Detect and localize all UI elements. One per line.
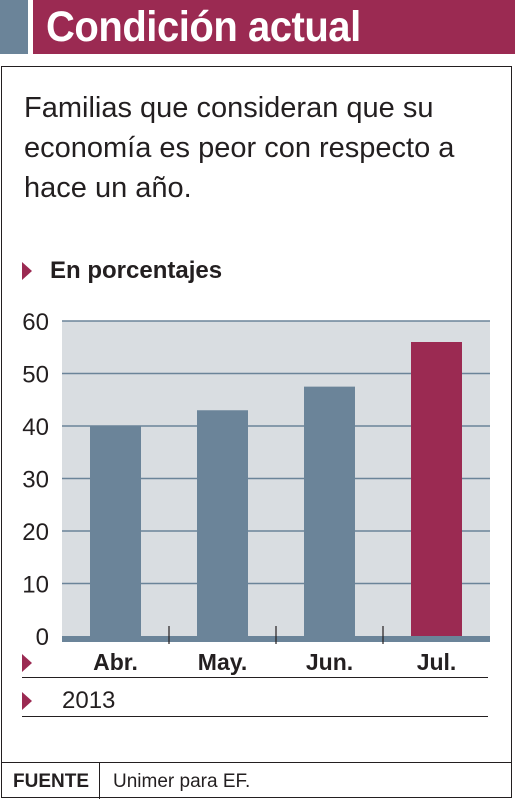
bar [197, 410, 248, 636]
bar-chart: 0 10 20 30 40 50 60 Abr. May. Jun. Jul. [22, 309, 490, 675]
y-tick-label: 0 [36, 624, 49, 651]
y-tick-label: 60 [22, 309, 49, 336]
y-tick-label: 30 [22, 467, 49, 494]
chart-frame [1, 66, 512, 798]
x-tick-label: May. [198, 649, 247, 675]
year-label: 2013 [62, 687, 116, 714]
divider-line [22, 716, 488, 717]
bar [411, 342, 462, 636]
header-bar [33, 0, 515, 54]
bar [90, 426, 141, 636]
triangle-marker-icon [22, 262, 32, 280]
header-accent-tab [0, 0, 28, 54]
page-title: Condición actual [46, 3, 361, 51]
divider-line [22, 677, 488, 678]
units-label: En porcentajes [50, 257, 223, 284]
source-key: FUENTE [13, 771, 89, 792]
footer-separator [99, 763, 100, 799]
y-tick-label: 50 [22, 362, 49, 389]
chart-subtitle: Familias que consideran que su economía … [24, 92, 455, 204]
triangle-marker-icon [22, 654, 32, 672]
footer: FUENTE Unimer para EF. [1, 762, 512, 799]
x-tick-label: Jun. [306, 649, 353, 675]
x-tick-label: Abr. [93, 649, 138, 675]
y-tick-label: 10 [22, 572, 49, 599]
x-tick-label: Jul. [417, 649, 457, 675]
year-row: 2013 [22, 686, 488, 716]
y-tick-label: 40 [22, 414, 49, 441]
source-value: Unimer para EF. [113, 771, 251, 792]
header: Condición actual [0, 0, 515, 56]
y-tick-label: 20 [22, 519, 49, 546]
triangle-marker-icon [22, 692, 32, 710]
bar [304, 386, 355, 636]
